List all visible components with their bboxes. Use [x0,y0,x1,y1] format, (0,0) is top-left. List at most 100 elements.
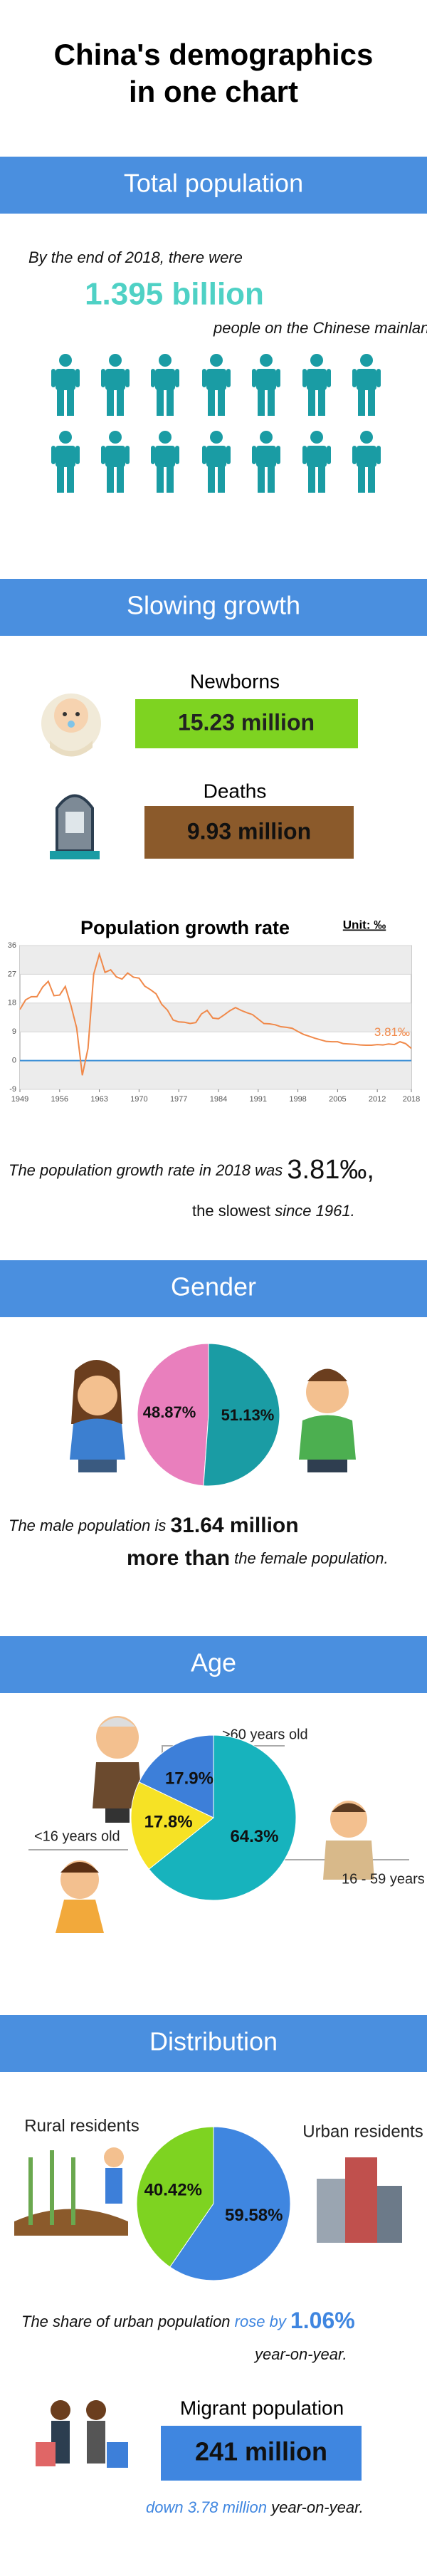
section-heading: Age [191,1648,236,1677]
worker-icon [323,1801,374,1880]
banner [0,2015,427,2072]
migrant-note: down 3.78 million year-on-year. [146,2498,364,2516]
note-emphasis: 3.81‰, [287,1155,374,1185]
pie-slice [136,2126,214,2268]
y-tick-label: -9 [9,1085,16,1094]
pie-chart: 40.42% Rural residents 59.58% Urban residen… [24,2116,423,2281]
pie-slice [148,1734,297,1901]
pie-slice [130,1781,214,1870]
population-figure: 1.395 billion [85,277,264,312]
urban-note: The share of urban population rose by 1.… [21,2308,355,2333]
tombstone-icon [50,794,100,859]
deaths-label: Deaths [204,780,267,802]
note-emphasis: 31.64 million [170,1514,298,1537]
newborns-value: 15.23 million [178,709,315,735]
grid-band [20,946,411,975]
note-emphasis: 1.06% [290,2308,355,2333]
chart-title: Population growth rate [80,917,290,938]
value-label: 48.87% [143,1403,196,1421]
note-part: The share of urban population [21,2313,231,2330]
note-part: down 3.78 million [146,2498,267,2516]
urban-note: year-on-year. [253,2345,347,2363]
migrant-value: 241 million [195,2437,327,2466]
section-heading: Gender [171,1272,256,1302]
migrant-label: Migrant population [180,2397,344,2419]
growth-note: the slowest since 1961. [192,1202,355,1220]
title: China's demographics [54,38,374,71]
value-label: 51.13% [221,1406,275,1424]
gender-note: more than the female population. [127,1546,389,1570]
line-chart: Population growth rate Unit: ‰ -9 0 9 18 27 3… [8,917,420,1104]
note-part: rose by [235,2313,288,2330]
x-tick-label: 1998 [289,1095,306,1104]
category-label: Urban residents [302,2122,423,2141]
category-label: >60 years old [222,1727,308,1742]
x-tick-label: 2012 [369,1095,386,1104]
note-part: the female population. [234,1549,389,1567]
banner [0,1636,427,1693]
growth-note: The population growth rate in 2018 was 3… [9,1155,374,1185]
value-label: 59.58% [225,2206,283,2225]
x-tick-label: 1956 [51,1095,68,1104]
annotation: 3.81‰ [374,1025,410,1039]
x-tick-label: 1977 [170,1095,187,1104]
intro-text: By the end of 2018, there were [28,248,243,266]
banner [0,579,427,636]
man-icon [299,1368,356,1472]
value-label: 17.9% [165,1769,214,1788]
pie-slice [169,2126,291,2281]
banner [0,157,427,214]
migrant-icon [36,2400,128,2468]
note-part: The population growth rate in 2018 was [9,1161,283,1179]
outro-text: people on the Chinese mainland. [213,319,427,337]
pie-chart: 17.9% >60 years old 64.3% 16 - 59 years old… [34,1727,427,1901]
value-label: 40.42% [144,2181,202,2200]
elderly-icon [93,1716,142,1823]
x-tick-label: 2018 [403,1095,420,1104]
grid-band [20,1060,411,1089]
y-tick-label: 0 [12,1057,16,1065]
data-line [19,951,412,1076]
section-heading: Slowing growth [127,591,300,620]
x-tick-label: 1970 [130,1095,147,1104]
note-part: the slowest [192,1202,270,1220]
value-label: 17.8% [144,1813,193,1832]
category-label: 16 - 59 years old [342,1871,427,1887]
x-tick-label: 1984 [210,1095,227,1104]
chart-unit: Unit: ‰ [343,918,386,931]
pie-chart: 48.87% 51.13% [137,1343,280,1487]
people-icons [51,354,381,493]
newborns-box [135,699,358,748]
child-icon [56,1860,104,1933]
city-icon [317,2157,402,2243]
x-tick-label: 1949 [11,1095,28,1104]
banner [0,1260,427,1317]
farm-icon [14,2147,128,2236]
note-part: The male population is [9,1517,166,1534]
migrant-box [161,2426,362,2481]
deaths-value: 9.93 million [187,818,311,844]
y-tick-label: 36 [8,941,16,950]
category-label: Rural residents [24,2116,139,2135]
title: in one chart [129,75,298,108]
baby-icon [41,693,101,757]
deaths-box [144,806,354,859]
note-part: year-on-year. [270,2498,364,2516]
gender-note: The male population is 31.64 million [9,1514,299,1537]
y-tick-label: 27 [8,970,16,978]
note-part: since 1961. [275,1202,355,1220]
category-label: <16 years old [34,1828,120,1844]
section-heading: Distribution [149,2027,278,2056]
value-label: 64.3% [230,1827,278,1846]
y-tick-label: 9 [12,1027,16,1036]
newborns-label: Newborns [190,670,280,692]
note-emphasis: more than [127,1546,230,1570]
woman-icon [70,1360,125,1472]
y-tick-label: 18 [8,999,16,1007]
x-tick-label: 1963 [90,1095,107,1104]
pie-slice [137,1343,209,1487]
grid-band [20,1002,411,1032]
x-tick-label: 2005 [329,1095,346,1104]
section-heading: Total population [124,169,303,198]
